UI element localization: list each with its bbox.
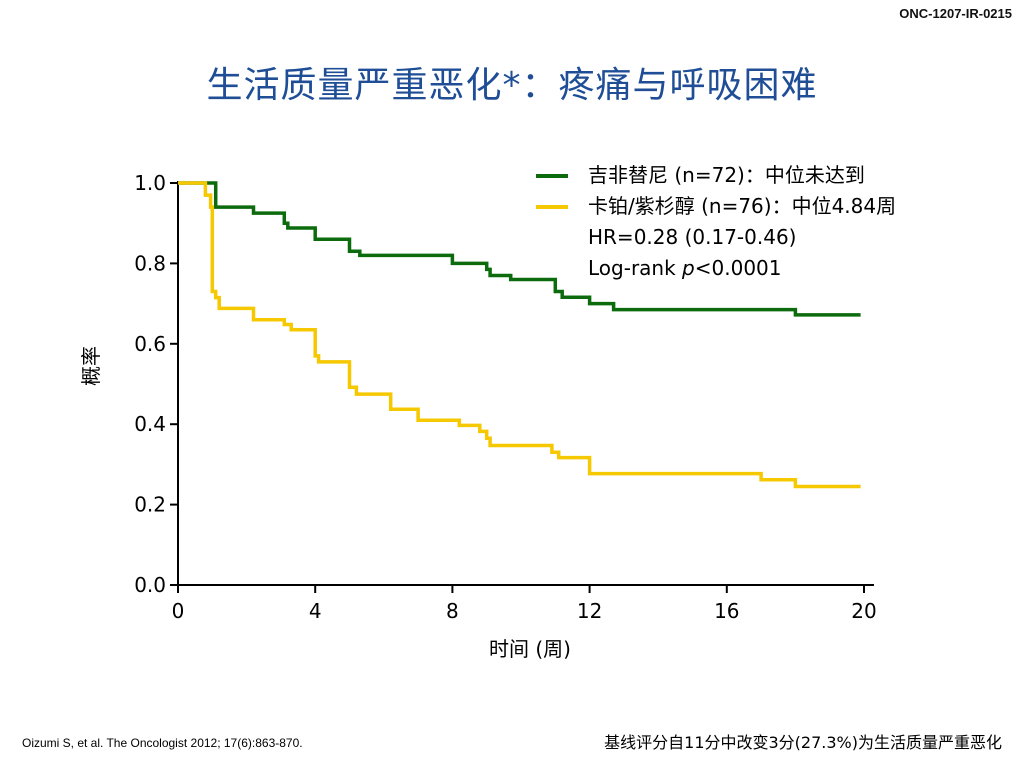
series-line-carbo-paclitaxel xyxy=(178,181,861,489)
x-tick-label: 16 xyxy=(714,599,739,623)
y-tick-label: 0.4 xyxy=(134,412,166,436)
logrank-p-symbol: p xyxy=(682,256,695,280)
legend-entry-gefitinib: 吉非替尼 (n=72)：中位未达到 xyxy=(536,160,896,191)
legend-entry-carbo-paclitaxel: 卡铂/紫杉醇 (n=76)：中位4.84周 xyxy=(536,191,896,222)
citation: Oizumi S, et al. The Oncologist 2012; 17… xyxy=(22,736,303,750)
x-tick-label: 4 xyxy=(309,599,322,623)
footnote: 基线评分自11分中改变3分(27.3%)为生活质量严重恶化 xyxy=(604,733,1002,752)
legend-label-gefitinib: 吉非替尼 (n=72)：中位未达到 xyxy=(588,163,865,187)
legend-label-carbo-paclitaxel: 卡铂/紫杉醇 (n=76)：中位4.84周 xyxy=(588,194,897,218)
y-tick-label: 0.0 xyxy=(134,573,166,597)
logrank-p: Log-rank p<0.0001 xyxy=(536,253,896,284)
legend-swatch-carbo-paclitaxel xyxy=(536,204,568,209)
y-tick-label: 1.0 xyxy=(134,171,166,195)
x-tick-label: 8 xyxy=(446,599,459,623)
y-tick-label: 0.8 xyxy=(134,251,166,275)
x-tick-label: 0 xyxy=(172,599,185,623)
x-tick-label: 12 xyxy=(577,599,602,623)
hazard-ratio: HR=0.28 (0.17-0.46) xyxy=(588,225,797,249)
y-tick-label: 0.2 xyxy=(134,493,166,517)
chart-legend: 吉非替尼 (n=72)：中位未达到 卡铂/紫杉醇 (n=76)：中位4.84周 … xyxy=(536,160,896,284)
slide-title: 生活质量严重恶化*：疼痛与呼吸困难 xyxy=(206,65,818,106)
chart-axes: 0 4 8 12 16 20 0.0 0.2 0.4 0.6 0.8 1.0 时间 (周) 概率 xyxy=(79,171,877,661)
y-axis-label: 概率 xyxy=(79,346,103,386)
y-tick-label: 0.6 xyxy=(134,332,166,356)
x-axis-label: 时间 (周) xyxy=(489,637,571,661)
logrank-value: <0.0001 xyxy=(694,256,782,280)
x-tick-label: 20 xyxy=(851,599,876,623)
series-line-gefitinib xyxy=(178,181,861,317)
chart-series xyxy=(178,181,861,489)
document-id: ONC-1207-IR-0215 xyxy=(899,6,1012,21)
logrank-prefix: Log-rank xyxy=(588,256,683,280)
legend-swatch-gefitinib xyxy=(536,173,568,178)
